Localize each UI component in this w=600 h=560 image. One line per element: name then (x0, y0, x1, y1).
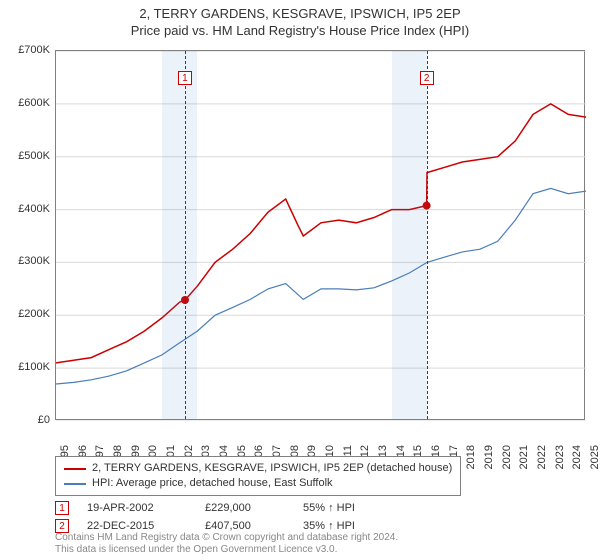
legend-label-2: HPI: Average price, detached house, East… (92, 476, 333, 491)
event-marker-box: 2 (420, 71, 434, 85)
event-date: 19-APR-2002 (87, 500, 187, 516)
chart-title-line-2: Price paid vs. HM Land Registry's House … (0, 23, 600, 38)
legend-row: HPI: Average price, detached house, East… (64, 476, 452, 491)
chart-title-line-1: 2, TERRY GARDENS, KESGRAVE, IPSWICH, IP5… (0, 6, 600, 21)
legend: 2, TERRY GARDENS, KESGRAVE, IPSWICH, IP5… (55, 456, 461, 496)
events-table: 1 19-APR-2002 £229,000 55% ↑ HPI 2 22-DE… (55, 500, 355, 536)
legend-swatch-2 (64, 483, 86, 485)
y-tick-label: £100K (2, 361, 50, 373)
x-tick-label: 2021 (518, 445, 530, 480)
legend-label-1: 2, TERRY GARDENS, KESGRAVE, IPSWICH, IP5… (92, 461, 452, 476)
x-tick-label: 2023 (554, 445, 566, 480)
legend-row: 2, TERRY GARDENS, KESGRAVE, IPSWICH, IP5… (64, 461, 452, 476)
event-marker-label: 1 (55, 501, 69, 515)
y-tick-label: £600K (2, 97, 50, 109)
x-tick-label: 2024 (571, 445, 583, 480)
y-tick-label: £300K (2, 255, 50, 267)
y-tick-label: £0 (2, 414, 50, 426)
plot-area: 12 1995199619971998199920002001200220032… (55, 50, 585, 420)
event-marker-box: 1 (178, 71, 192, 85)
x-tick-label: 2018 (465, 445, 477, 480)
x-tick-label: 2019 (483, 445, 495, 480)
event-row: 1 19-APR-2002 £229,000 55% ↑ HPI (55, 500, 355, 516)
event-hpi: 55% ↑ HPI (303, 500, 355, 516)
event-marker-label: 2 (55, 519, 69, 533)
y-tick-label: £500K (2, 150, 50, 162)
footer: Contains HM Land Registry data © Crown c… (55, 532, 398, 556)
event-price: £229,000 (205, 500, 285, 516)
y-tick-label: £400K (2, 203, 50, 215)
y-tick-label: £700K (2, 44, 50, 56)
x-tick-label: 2022 (536, 445, 548, 480)
legend-swatch-1 (64, 468, 86, 470)
footer-line-1: Contains HM Land Registry data © Crown c… (55, 532, 398, 544)
y-tick-label: £200K (2, 308, 50, 320)
footer-line-2: This data is licensed under the Open Gov… (55, 544, 398, 556)
x-tick-label: 2025 (589, 445, 600, 480)
x-tick-label: 2020 (501, 445, 513, 480)
